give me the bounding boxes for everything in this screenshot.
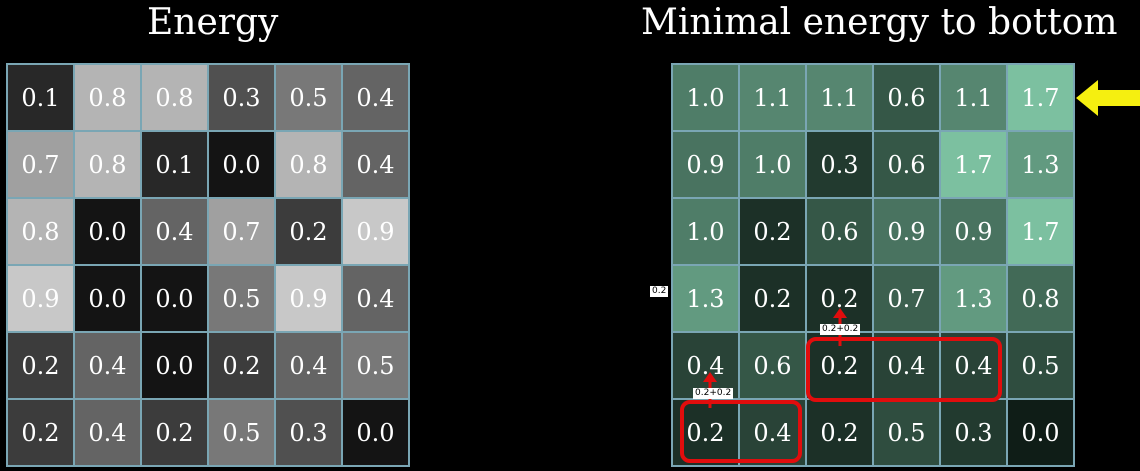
energy-cell: 0.8: [74, 64, 141, 131]
min-energy-cell: 0.3: [940, 399, 1007, 466]
min-energy-cell: 1.0: [672, 198, 739, 265]
energy-cell: 0.5: [275, 64, 342, 131]
energy-cell: 0.2: [208, 332, 275, 399]
min-energy-cell: 1.0: [739, 131, 806, 198]
energy-cell: 0.7: [7, 131, 74, 198]
min-energy-cell: 0.0: [1007, 399, 1074, 466]
energy-cell: 0.2: [141, 399, 208, 466]
sum-label-lower: 0.2+0.2: [693, 388, 734, 399]
energy-cell: 0.0: [141, 265, 208, 332]
min-energy-cell: 0.4: [672, 332, 739, 399]
min-energy-cell: 0.9: [940, 198, 1007, 265]
energy-cell: 0.8: [7, 198, 74, 265]
energy-cell: 0.4: [74, 399, 141, 466]
energy-cell: 0.2: [7, 332, 74, 399]
min-energy-cell: 0.2: [739, 265, 806, 332]
energy-cell: 0.4: [74, 332, 141, 399]
energy-title: Energy: [147, 2, 279, 43]
energy-cell: 0.0: [74, 265, 141, 332]
energy-cell: 0.2: [275, 198, 342, 265]
energy-cell: 0.4: [141, 198, 208, 265]
min-energy-cell: 1.3: [1007, 131, 1074, 198]
min-energy-cell: 0.8: [1007, 265, 1074, 332]
min-energy-cell: 0.2: [806, 399, 873, 466]
energy-cell: 0.8: [275, 131, 342, 198]
energy-cell: 0.4: [342, 265, 409, 332]
small-label: 0.2: [650, 286, 669, 297]
min-energy-cell: 0.9: [873, 198, 940, 265]
min-energy-cell: 0.9: [672, 131, 739, 198]
highlight-box-bottom: [680, 400, 802, 463]
min-energy-cell: 1.3: [940, 265, 1007, 332]
energy-cell: 0.9: [7, 265, 74, 332]
min-energy-cell: 0.6: [873, 131, 940, 198]
energy-cell: 0.4: [342, 131, 409, 198]
energy-cell: 0.7: [208, 198, 275, 265]
min-energy-cell: 0.4: [873, 332, 940, 399]
min-energy-cell: 1.0: [672, 64, 739, 131]
min-energy-cell: 0.5: [873, 399, 940, 466]
min-energy-cell: 0.6: [806, 198, 873, 265]
min-energy-grid: 1.0 1.1 1.1 0.6 1.1 1.7 0.9 1.0 0.3 0.6 1.7 1.3 1.0 0…: [671, 63, 1075, 467]
energy-cell: 0.9: [342, 198, 409, 265]
energy-cell: 0.5: [208, 265, 275, 332]
energy-cell: 0.4: [275, 332, 342, 399]
energy-cell: 0.3: [208, 64, 275, 131]
min-energy-cell: 0.4: [940, 332, 1007, 399]
min-energy-cell: 1.1: [739, 64, 806, 131]
min-energy-cell: 1.7: [1007, 198, 1074, 265]
energy-cell: 0.8: [74, 131, 141, 198]
energy-cell: 0.0: [208, 131, 275, 198]
min-energy-cell: 1.3: [672, 265, 739, 332]
energy-grid: 0.1 0.8 0.8 0.3 0.5 0.4 0.7 0.8 0.1 0.0 0.8 0.4 0.8 0…: [6, 63, 410, 467]
sum-label-upper: 0.2+0.2: [820, 324, 861, 335]
min-energy-cell: 0.5: [1007, 332, 1074, 399]
min-energy-cell: 0.3: [806, 131, 873, 198]
min-energy-cell: 0.6: [739, 332, 806, 399]
min-energy-cell: 0.7: [873, 265, 940, 332]
min-energy-cell: 1.1: [940, 64, 1007, 131]
energy-cell: 0.0: [342, 399, 409, 466]
min-energy-cell: 0.4: [739, 399, 806, 466]
min-energy-cell: 0.2: [739, 198, 806, 265]
energy-cell: 0.3: [275, 399, 342, 466]
energy-cell: 0.2: [7, 399, 74, 466]
energy-cell: 0.1: [141, 131, 208, 198]
energy-cell: 0.8: [141, 64, 208, 131]
energy-cell: 0.0: [74, 198, 141, 265]
energy-cell: 0.0: [141, 332, 208, 399]
energy-cell: 0.5: [342, 332, 409, 399]
energy-cell: 0.9: [275, 265, 342, 332]
min-energy-title: Minimal energy to bottom: [641, 2, 1118, 43]
min-energy-cell: 1.7: [940, 131, 1007, 198]
min-energy-cell: 0.6: [873, 64, 940, 131]
min-energy-cell: 1.1: [806, 64, 873, 131]
energy-cell: 0.1: [7, 64, 74, 131]
energy-cell: 0.4: [342, 64, 409, 131]
min-energy-cell: 1.7: [1007, 64, 1074, 131]
highlight-box-middle: [806, 337, 1002, 402]
pointer-arrow-icon: [1076, 80, 1140, 116]
energy-cell: 0.5: [208, 399, 275, 466]
